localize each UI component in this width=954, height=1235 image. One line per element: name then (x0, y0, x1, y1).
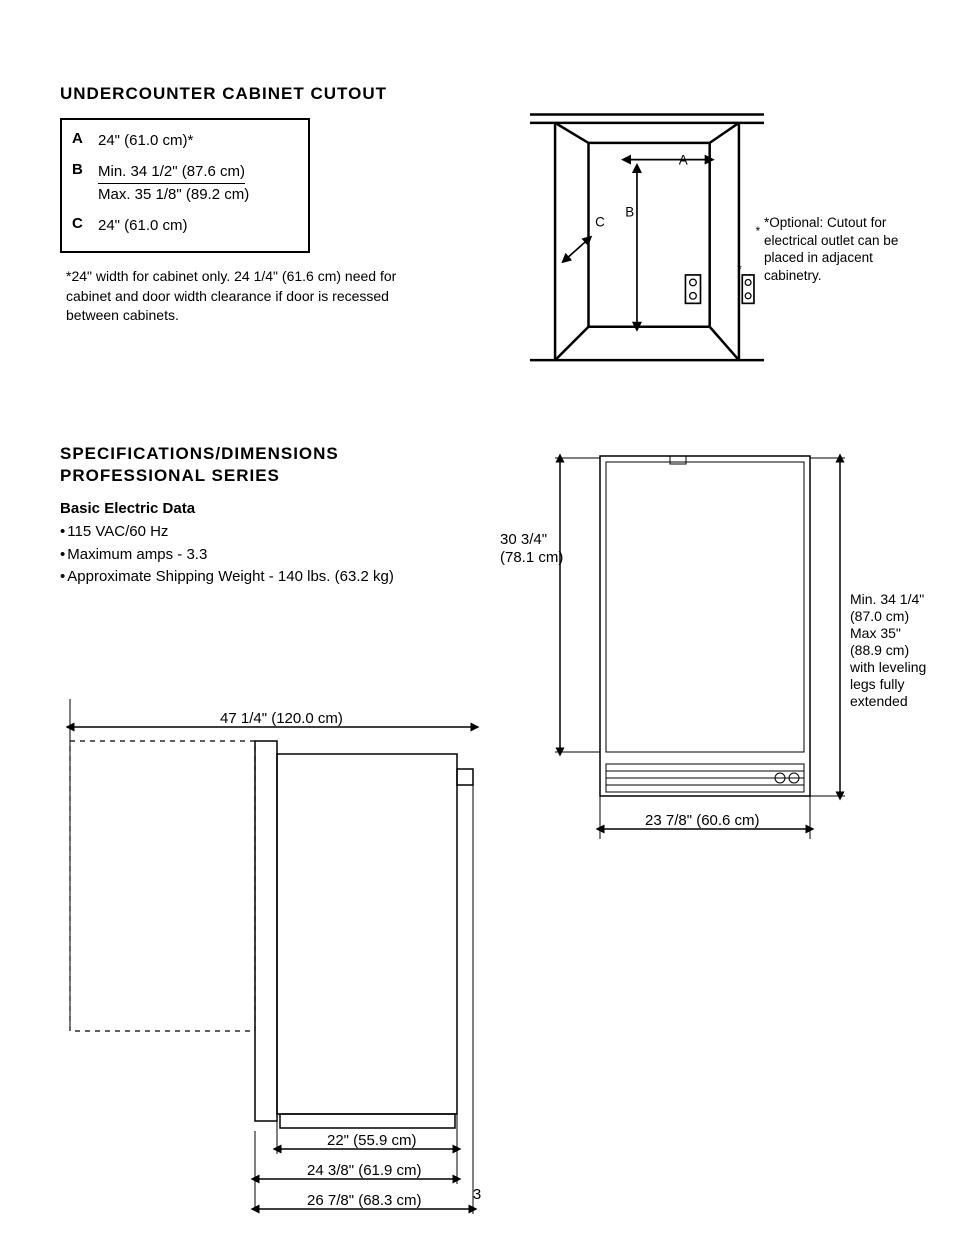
table-row: C 24" (61.0 cm) (72, 211, 298, 242)
specs-subheading: Basic Electric Data (60, 500, 480, 517)
cutout-dimension-table: A 24" (61.0 cm)* B Min. 34 1/2" (87.6 cm… (60, 118, 310, 253)
front-view-diagram: 30 3/4" (78.1 cm) Min. 34 1/4" (87.0 cm)… (500, 444, 930, 877)
cutout-diagram: A B C * * (530, 84, 904, 394)
dim-label: 30 3/4" (500, 531, 547, 548)
table-row: B Min. 34 1/2" (87.6 cm) Max. 35 1/8" (8… (72, 157, 298, 211)
specs-section: SPECIFICATIONS/DIMENSIONS PROFESSIONAL S… (60, 444, 904, 1232)
dim-label: (87.0 cm) (850, 608, 909, 624)
page-number: 3 (0, 1186, 954, 1203)
dim-label: 23 7/8" (60.6 cm) (645, 812, 760, 829)
list-item: Maximum amps - 3.3 (60, 544, 480, 567)
cutout-heading: UNDERCOUNTER CABINET CUTOUT (60, 84, 500, 104)
dim-label: legs fully (850, 676, 904, 692)
dim-letter: A (72, 130, 98, 147)
cutout-section: UNDERCOUNTER CABINET CUTOUT A 24" (61.0 … (60, 84, 904, 394)
cutout-diagram-svg: A B C * * (530, 84, 764, 394)
list-item: 115 VAC/60 Hz (60, 521, 480, 544)
dim-value: Min. 34 1/2" (87.6 cm) Max. 35 1/8" (89.… (98, 161, 249, 207)
dim-label: Min. 34 1/4" (850, 591, 924, 607)
dim-value: 24" (61.0 cm)* (98, 130, 193, 153)
specs-bullet-list: 115 VAC/60 Hz Maximum amps - 3.3 Approxi… (60, 521, 480, 589)
svg-text:*: * (756, 225, 761, 238)
front-view-svg: 30 3/4" (78.1 cm) Min. 34 1/4" (87.0 cm)… (500, 444, 930, 874)
dim-label: with leveling (849, 659, 926, 675)
outlet-icon (742, 275, 754, 303)
specs-heading-line2: PROFESSIONAL SERIES (60, 466, 480, 486)
specs-text-column: SPECIFICATIONS/DIMENSIONS PROFESSIONAL S… (60, 444, 480, 1232)
specs-heading-line1: SPECIFICATIONS/DIMENSIONS (60, 444, 480, 464)
side-view-svg: 47 1/4" (120.0 cm) (60, 699, 490, 1229)
dim-letter: C (72, 215, 98, 232)
dim-label: extended (850, 693, 908, 709)
table-row: A 24" (61.0 cm)* (72, 126, 298, 157)
dim-label: Max 35" (850, 625, 901, 641)
svg-text:*: * (737, 263, 742, 276)
diagram-label-c: C (595, 214, 605, 229)
diagram-label-b: B (625, 204, 634, 219)
list-item: Approximate Shipping Weight - 140 lbs. (… (60, 566, 480, 589)
page: UNDERCOUNTER CABINET CUTOUT A 24" (61.0 … (0, 0, 954, 1235)
cutout-footnote: *24" width for cabinet only. 24 1/4" (61… (60, 267, 440, 326)
side-view-diagram: 47 1/4" (120.0 cm) (60, 699, 490, 1232)
dim-label: 47 1/4" (120.0 cm) (220, 710, 343, 727)
cutout-text-column: UNDERCOUNTER CABINET CUTOUT A 24" (61.0 … (60, 84, 500, 326)
dim-label: (78.1 cm) (500, 549, 563, 566)
outlet-callout: *Optional: Cutout for electrical outlet … (764, 214, 904, 284)
dim-label: 22" (55.9 cm) (327, 1132, 417, 1149)
dim-value: 24" (61.0 cm) (98, 215, 188, 238)
outlet-icon (685, 275, 700, 303)
diagram-label-a: A (679, 153, 688, 168)
dim-label: (88.9 cm) (850, 642, 909, 658)
dim-label: 24 3/8" (61.9 cm) (307, 1162, 422, 1179)
dim-letter: B (72, 161, 98, 178)
